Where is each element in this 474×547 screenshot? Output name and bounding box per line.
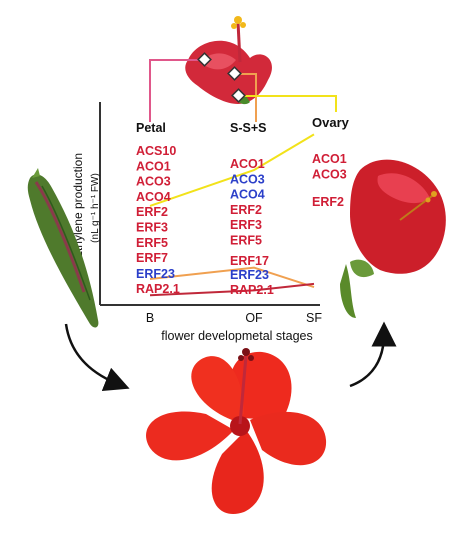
ssplus-gene-erf2: ERF2 (230, 203, 262, 217)
petal-gene-erf23: ERF23 (136, 267, 175, 281)
arrow-bud-to-open (64, 323, 130, 391)
petal-gene-aco3: ACO3 (136, 175, 171, 189)
petal-gene-aco4: ACO4 (136, 190, 171, 204)
ssplus-gene-erf3: ERF3 (230, 218, 262, 232)
hibiscus-senescent-flower-icon (340, 159, 446, 318)
x-tick-labels: B OF SF (146, 311, 323, 325)
series-line-2 (149, 266, 315, 289)
ssplus-gene-rap2-1: RAP2.1 (230, 283, 274, 297)
series-lines (149, 133, 315, 297)
ovary-marker (231, 88, 246, 103)
ssplus-gene-aco1: ACO1 (230, 157, 265, 171)
petal-gene-aco1: ACO1 (136, 159, 171, 173)
connector-ovary (240, 95, 337, 112)
arrow-open-to-senescent (349, 321, 397, 388)
x-axis-label: flower developmetal stages (161, 329, 312, 343)
petal-gene-erf2: ERF2 (136, 205, 168, 219)
hibiscus-open-flower-icon (146, 348, 327, 515)
ssplus-header: S-S+S (230, 121, 266, 135)
ssplus-gene-erf5: ERF5 (230, 234, 262, 248)
ovary-header: Ovary (312, 115, 350, 130)
x-tick-label: SF (306, 311, 322, 325)
ssplus-gene-erf23: ERF23 (230, 268, 269, 282)
petal-gene-erf3: ERF3 (136, 221, 168, 235)
hibiscus-bud-icon (27, 168, 99, 328)
y-axis-label: Ethylene production (71, 153, 85, 259)
ovary-gene-erf2: ERF2 (312, 195, 344, 209)
petal-marker (197, 52, 212, 67)
ssplus-gene-aco3: ACO3 (230, 172, 265, 186)
ovary-gene-aco1: ACO1 (312, 152, 347, 166)
connector-ssplus (236, 73, 257, 122)
petal-gene-erf7: ERF7 (136, 251, 168, 265)
ssplus-gene-erf17: ERF17 (230, 254, 269, 268)
series-line-3 (149, 282, 315, 297)
petal-gene-erf5: ERF5 (136, 236, 168, 250)
ovary-gene-aco3: ACO3 (312, 167, 347, 181)
series-line-1 (149, 133, 315, 207)
petal-header: Petal (136, 121, 166, 135)
connector-petal (149, 59, 205, 122)
ssplus-gene-aco4: ACO4 (230, 188, 265, 202)
y-axis-unit: (nL g⁻¹ h⁻¹ FW) (90, 173, 101, 243)
x-tick-label: OF (245, 311, 263, 325)
petal-gene-acs10: ACS10 (136, 144, 176, 158)
petal-gene-rap2-1: RAP2.1 (136, 282, 180, 296)
ssplus-marker (227, 66, 242, 81)
x-tick-label: B (146, 311, 154, 325)
